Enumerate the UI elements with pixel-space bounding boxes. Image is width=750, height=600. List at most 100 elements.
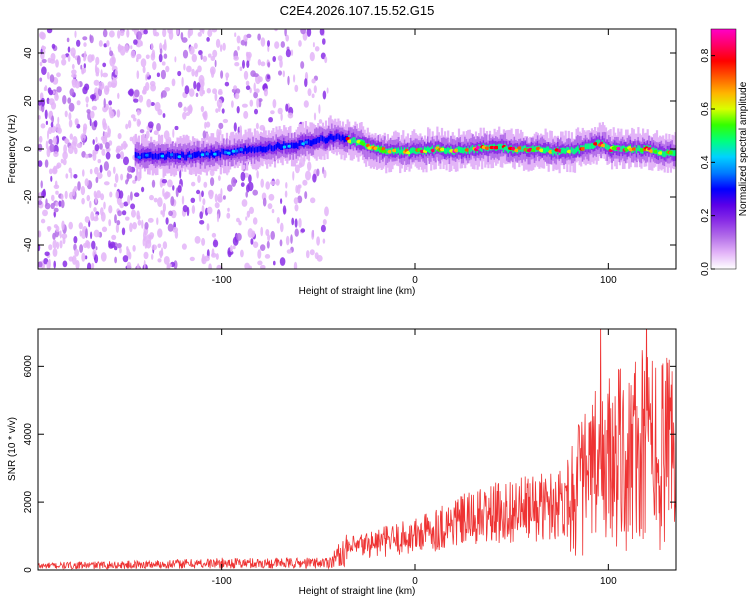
noise-blob [108, 128, 111, 136]
noise-blob [168, 210, 174, 217]
noise-blob [256, 98, 260, 108]
noise-blob [142, 66, 146, 74]
noise-blob [119, 151, 125, 160]
noise-blob [293, 261, 298, 269]
noise-blob [153, 197, 158, 203]
noise-blob [264, 254, 271, 259]
noise-blob [163, 53, 168, 59]
noise-blob [191, 68, 195, 77]
ridge-cell [191, 153, 194, 159]
ridge-peak [239, 148, 244, 152]
ridge-cell [607, 144, 610, 151]
noise-blob [268, 117, 273, 123]
ridge-cell [307, 139, 310, 145]
noise-blob [134, 175, 138, 182]
noise-blob [114, 173, 119, 184]
ridge-cell [578, 148, 581, 154]
noise-blob [78, 222, 84, 230]
spectrogram-y-label: Frequency (Hz) [7, 115, 18, 184]
ridge-cell [340, 135, 342, 142]
noise-blob [40, 97, 46, 107]
ridge-cell [332, 135, 335, 142]
noise-blob [127, 165, 133, 173]
noise-blob [143, 251, 149, 260]
ridge-peak [387, 149, 393, 154]
noise-blob [163, 256, 170, 265]
noise-blob [52, 248, 58, 257]
ridge-cell [261, 146, 264, 153]
noise-blob [291, 217, 295, 226]
noise-blob [48, 98, 55, 106]
noise-blob [72, 53, 76, 59]
noise-blob [136, 31, 143, 40]
noise-blob [46, 226, 52, 231]
ridge-peak [580, 147, 586, 151]
ridge-peak [484, 146, 490, 150]
ridge-cell [173, 153, 175, 159]
ridge-cell [286, 143, 288, 149]
ridge-cell [570, 146, 573, 153]
noise-blob [182, 205, 188, 213]
colorbar: 0.0 0.2 0.4 0.6 0.8 Normalized spectral ampl… [700, 28, 749, 276]
ridge-cell [315, 138, 318, 144]
noise-blob [94, 254, 99, 264]
ridge-peak [160, 154, 165, 158]
noise-blob [254, 108, 258, 115]
noise-blob [92, 149, 95, 157]
noise-blob [190, 197, 196, 203]
noise-blob [146, 71, 150, 77]
ridge-peak [347, 139, 353, 144]
noise-blob [216, 213, 220, 223]
noise-blob [297, 195, 303, 204]
colorbar-tick-label: 0.4 [700, 155, 711, 169]
noise-blob [82, 169, 85, 177]
ridge-cell [210, 149, 213, 156]
noise-blob [107, 170, 112, 178]
noise-blob [83, 63, 87, 69]
noise-blob [144, 240, 148, 249]
noise-blob [100, 252, 107, 262]
noise-blob [94, 193, 98, 204]
noise-blob [211, 29, 218, 33]
ridge-cell [604, 143, 607, 149]
noise-blob [293, 74, 296, 83]
noise-blob [71, 141, 77, 150]
noise-blob [114, 214, 117, 224]
noise-blob [132, 222, 138, 230]
noise-blob [245, 51, 249, 58]
noise-blob [91, 262, 95, 269]
noise-blob [140, 40, 143, 47]
ridge-cell [311, 140, 313, 147]
ridge-cell [295, 142, 298, 149]
noise-blob [38, 230, 42, 238]
ridge-cell [502, 146, 505, 153]
noise-blob [110, 82, 117, 88]
ridge-cell [522, 145, 525, 152]
ridge-cell [445, 148, 448, 155]
ridge-cell [238, 147, 240, 154]
spectrogram-x-tick-label: 100 [600, 275, 617, 286]
noise-blob [203, 181, 208, 188]
ridge-cell [253, 147, 256, 154]
ridge-cell [290, 142, 293, 149]
noise-blob [309, 51, 315, 62]
noise-blob [273, 260, 276, 266]
noise-blob [208, 263, 212, 269]
ridge-peak [648, 149, 654, 153]
noise-blob [205, 121, 211, 128]
noise-blob [196, 82, 201, 92]
noise-blob [294, 228, 299, 237]
noise-blob [51, 115, 54, 124]
ridge-cell [259, 145, 262, 152]
noise-blob [102, 122, 108, 131]
noise-blob [212, 49, 218, 58]
noise-blob [122, 140, 127, 150]
noise-blob [100, 69, 103, 78]
noise-blob [49, 74, 55, 83]
noise-blob [103, 43, 108, 48]
noise-blob [59, 240, 63, 249]
noise-blob [60, 199, 65, 209]
noise-blob [97, 159, 102, 164]
ridge-cell [335, 133, 338, 140]
noise-blob [130, 203, 136, 210]
